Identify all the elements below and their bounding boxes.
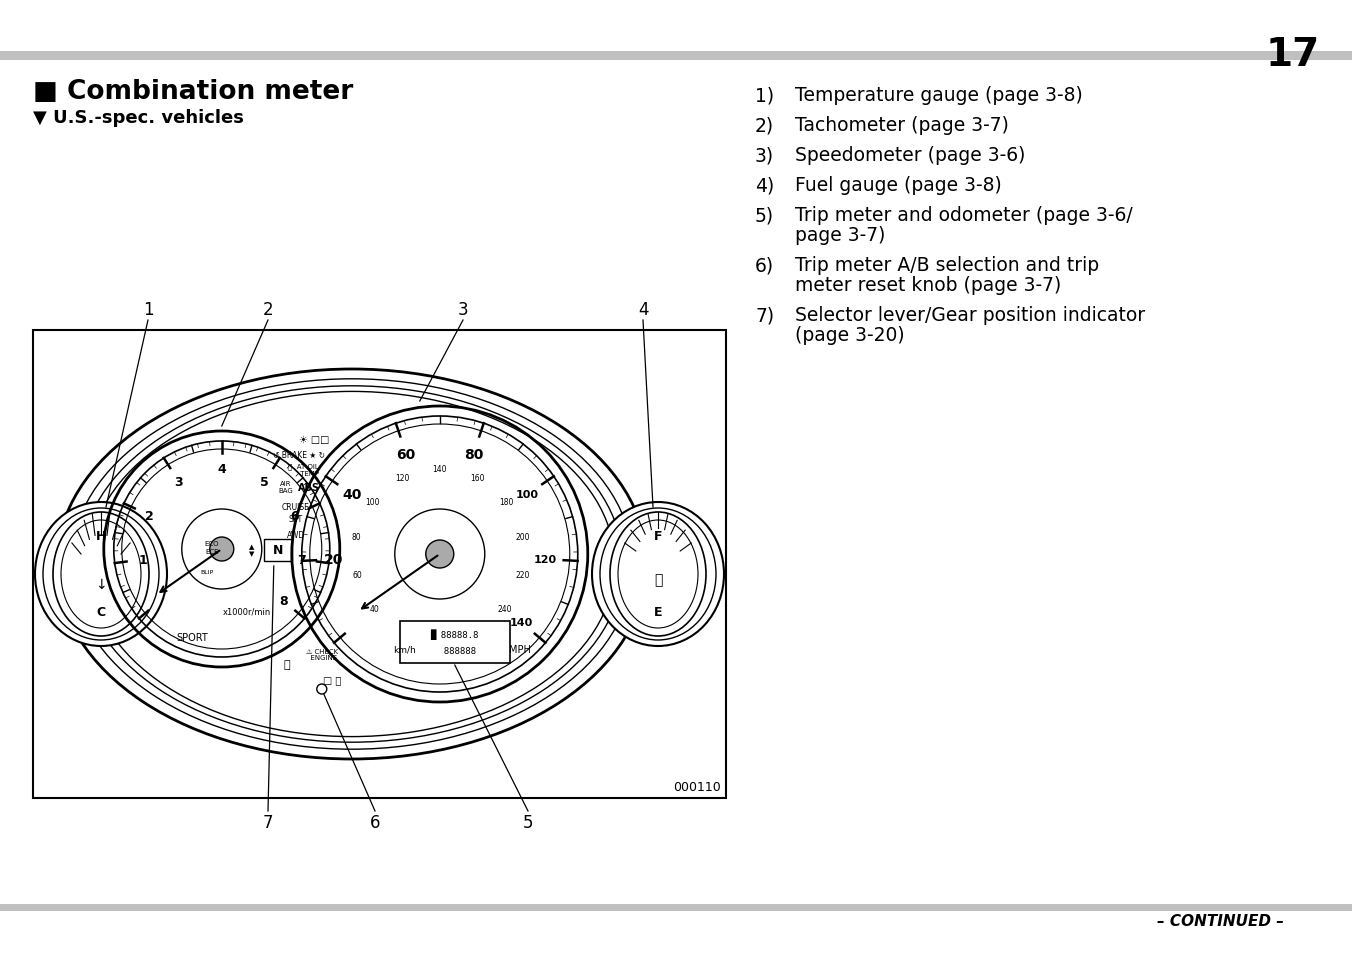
Text: ⛽: ⛽ [654,573,662,586]
Text: ABS: ABS [297,482,320,493]
Text: Trip meter A/B selection and trip: Trip meter A/B selection and trip [795,255,1099,274]
Text: BLIP: BLIP [200,569,214,574]
Bar [0,904,1352,911]
Ellipse shape [210,537,234,561]
Text: ■ Combination meter: ■ Combination meter [32,79,353,105]
Text: 7: 7 [296,554,306,566]
Text: 80: 80 [352,533,361,541]
Ellipse shape [592,502,725,646]
Text: 7): 7) [754,306,775,325]
Text: 100: 100 [365,497,380,507]
Text: 7: 7 [262,813,273,831]
Text: page 3-7): page 3-7) [795,226,886,245]
Text: ☀ □□: ☀ □□ [299,435,329,444]
Text: ⚠ CHECK
  ENGINE: ⚠ CHECK ENGINE [306,648,338,660]
Bar [400,621,510,663]
Text: █ 88888.8: █ 88888.8 [430,629,479,639]
Text: 4: 4 [638,301,648,318]
Text: Temperature gauge (page 3-8): Temperature gauge (page 3-8) [795,86,1083,105]
Text: Selector lever/Gear position indicator: Selector lever/Gear position indicator [795,306,1145,325]
Text: E: E [654,606,662,618]
Text: SPORT: SPORT [176,633,208,642]
Text: 5: 5 [523,813,533,831]
Text: ▼ U.S.-spec. vehicles: ▼ U.S.-spec. vehicles [32,109,243,127]
Text: ECO
ECE: ECO ECE [204,541,219,554]
Text: 888888: 888888 [433,646,476,655]
Text: 140: 140 [433,465,448,474]
Ellipse shape [57,370,646,760]
Text: ↺ BRAKE ★ ↻: ↺ BRAKE ★ ↻ [273,450,324,459]
Text: 1: 1 [143,301,153,318]
Text: 60: 60 [396,447,415,461]
Text: C: C [96,606,105,618]
Text: 3: 3 [174,476,183,489]
Text: 4): 4) [754,175,775,194]
Text: 3): 3) [754,146,775,165]
Text: 40: 40 [370,604,380,614]
Text: 20: 20 [324,553,343,567]
Text: 3: 3 [458,301,468,318]
Text: 2: 2 [262,301,273,318]
Text: ⛔  AT OIL
     TEMP: ⛔ AT OIL TEMP [288,463,319,476]
Text: 2: 2 [145,509,154,522]
Text: 160: 160 [469,474,484,482]
Text: ↓: ↓ [95,578,107,592]
Text: Fuel gauge (page 3-8): Fuel gauge (page 3-8) [795,175,1002,194]
Text: 1: 1 [138,554,147,566]
Text: 180: 180 [500,497,514,507]
Text: 5): 5) [754,206,775,225]
Text: 200: 200 [515,533,530,541]
Text: 6): 6) [754,255,775,274]
Text: 17: 17 [1265,36,1320,74]
Text: ▲
▼: ▲ ▼ [249,544,254,557]
Bar [264,539,292,561]
Text: – CONTINUED –: – CONTINUED – [1156,913,1283,928]
Text: 5: 5 [261,476,269,489]
Text: H: H [96,530,107,543]
Text: 40: 40 [342,488,362,502]
Text: Tachometer (page 3-7): Tachometer (page 3-7) [795,116,1009,135]
Text: N: N [273,544,283,557]
Text: 8: 8 [279,595,288,607]
Text: CRUISE: CRUISE [281,503,310,512]
Text: x1000r/min: x1000r/min [223,607,270,616]
Text: □ ⛽: □ ⛽ [323,675,341,684]
Text: 240: 240 [498,604,512,614]
Text: 80: 80 [464,447,483,461]
Bar [0,52,1352,61]
Text: Trip meter and odometer (page 3-6/: Trip meter and odometer (page 3-6/ [795,206,1133,225]
Text: 000110: 000110 [673,781,721,793]
Text: 2): 2) [754,116,775,135]
Text: km/h: km/h [393,645,416,654]
Text: 220: 220 [515,571,530,579]
Text: 60: 60 [353,571,362,579]
Text: SET: SET [289,515,303,524]
Text: (page 3-20): (page 3-20) [795,326,904,345]
Text: 120: 120 [395,474,410,482]
Text: meter reset knob (page 3-7): meter reset knob (page 3-7) [795,275,1061,294]
Text: Speedometer (page 3-6): Speedometer (page 3-6) [795,146,1025,165]
Text: ⛽: ⛽ [284,659,291,669]
Text: AIR
BAG: AIR BAG [279,481,293,494]
Bar [32,331,726,799]
Text: F: F [654,530,662,543]
Ellipse shape [426,540,454,568]
Text: 100: 100 [516,490,539,499]
Text: 6: 6 [369,813,380,831]
Text: 120: 120 [534,555,557,565]
Text: 1): 1) [754,86,775,105]
Text: 140: 140 [510,618,533,627]
Ellipse shape [35,502,168,646]
Text: 4: 4 [218,463,226,476]
Text: MPH: MPH [508,644,531,655]
Text: 6: 6 [289,509,299,522]
Text: AWD: AWD [287,530,306,539]
